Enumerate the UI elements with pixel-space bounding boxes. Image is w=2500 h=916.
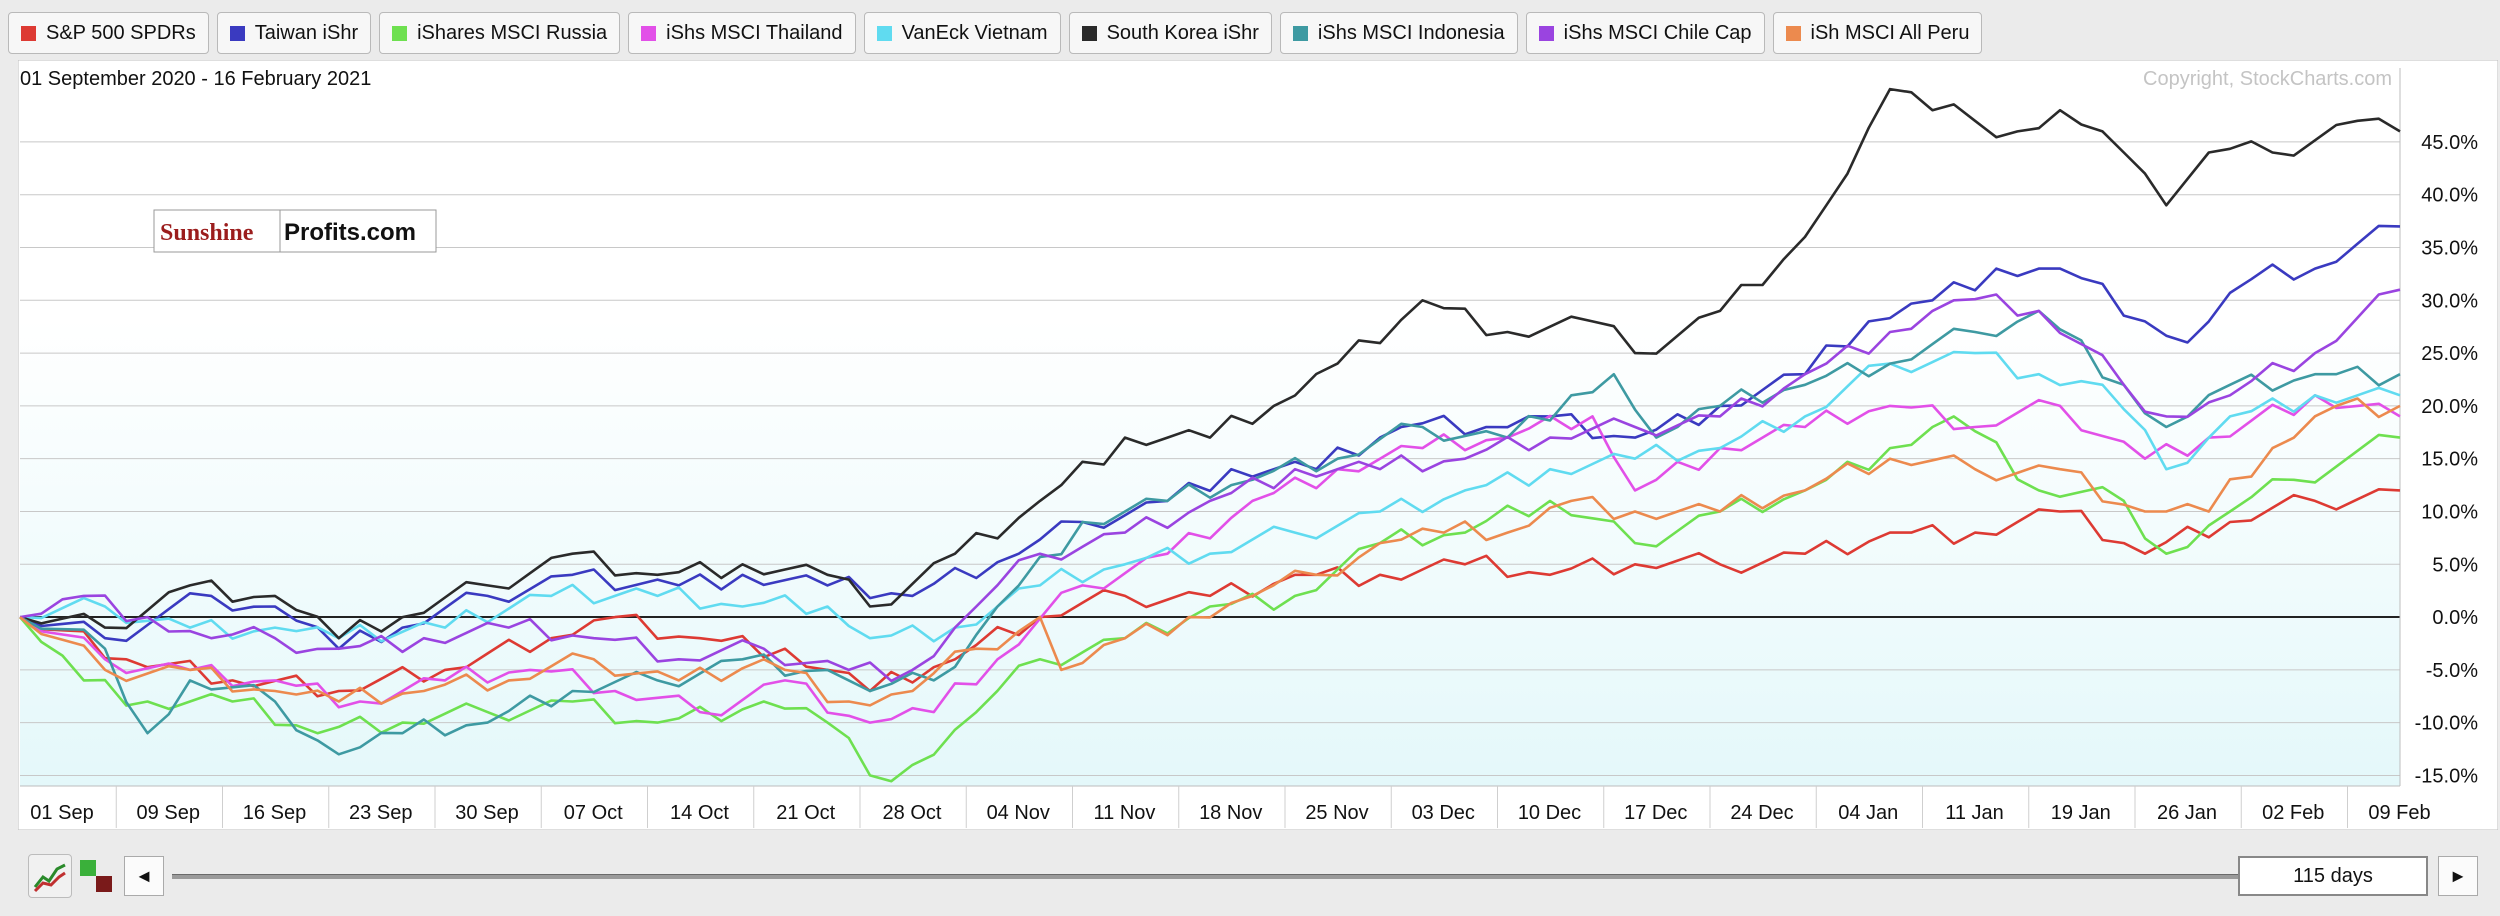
x-tick-label: 30 Sep — [455, 802, 518, 824]
x-tick-label: 04 Jan — [1838, 802, 1898, 824]
legend-swatch — [229, 25, 245, 41]
legend-label: iSh MSCI All Peru — [1810, 21, 1970, 44]
x-tick-label: 18 Nov — [1199, 802, 1262, 824]
series-line — [19, 309, 2401, 756]
y-tick-label: 45.0% — [2421, 132, 2478, 154]
x-tick-label: 14 Oct — [670, 802, 729, 824]
x-tick-label: 16 Sep — [243, 802, 306, 824]
logo-part1: Sunshine — [160, 220, 254, 246]
legend-item[interactable]: iShs MSCI Chile Cap — [1525, 12, 1765, 54]
legend-item[interactable]: iShs MSCI Thailand — [628, 12, 856, 54]
series-line — [19, 350, 2401, 643]
legend-swatch — [392, 25, 408, 41]
legend-bar: S&P 500 SPDRs Taiwan iShr iShares MSCI Rus… — [8, 12, 1983, 62]
x-tick-label: 09 Feb — [2368, 802, 2430, 824]
legend-label: South Korea iShr — [1106, 21, 1259, 44]
logo-part2: Profits.com — [284, 219, 416, 246]
series-lines — [19, 87, 2401, 783]
y-tick-label: 15.0% — [2421, 449, 2478, 471]
x-tick-label: 09 Sep — [137, 802, 200, 824]
x-tick-label: 04 Nov — [987, 802, 1050, 824]
x-tick-label: 07 Oct — [564, 802, 623, 824]
series-line — [19, 393, 2401, 724]
line-chart-icon[interactable] — [28, 854, 72, 898]
x-tick-label: 11 Nov — [1094, 802, 1156, 824]
legend-item[interactable]: iSh MSCI All Peru — [1772, 12, 1983, 54]
x-tick-label: 26 Jan — [2157, 802, 2217, 824]
x-tick-label: 25 Nov — [1305, 802, 1368, 824]
legend-swatch — [1292, 25, 1308, 41]
legend-label: Taiwan iShr — [254, 21, 359, 44]
legend-swatch — [1538, 25, 1554, 41]
y-tick-label: 20.0% — [2421, 396, 2478, 418]
legend-label: VanEck Vietnam — [901, 21, 1048, 44]
x-tick-label: 17 Dec — [1624, 802, 1687, 824]
series-line — [19, 397, 2401, 707]
legend-swatch — [876, 25, 892, 41]
sunshine-profits-logo: Sunshine Profits.com — [153, 209, 437, 253]
x-tick-label: 03 Dec — [1412, 802, 1475, 824]
y-tick-label: 10.0% — [2421, 501, 2478, 523]
scroll-track[interactable] — [172, 874, 2240, 879]
y-axis-ticks: -15.0% -10.0% -5.0% 0.0% 5.0% 10.0% 15.0% 20.0%… — [2415, 132, 2479, 788]
legend-label: iShs MSCI Indonesia — [1317, 21, 1505, 44]
chart-title: 01 September 2020 - 16 February 2021 — [20, 68, 371, 90]
y-tick-label: -15.0% — [2415, 765, 2479, 787]
scroll-left-button[interactable]: ◄ — [124, 856, 164, 896]
x-tick-label: 19 Jan — [2051, 802, 2111, 824]
x-tick-label: 21 Oct — [776, 802, 835, 824]
legend-item[interactable]: VanEck Vietnam — [863, 12, 1061, 54]
x-axis-ticks: 01 Sep 09 Sep 16 Sep 23 Sep 30 Sep 07 Oct 14 O… — [30, 802, 2430, 824]
y-tick-label: 35.0% — [2421, 238, 2478, 260]
y-tick-label: -10.0% — [2415, 713, 2479, 735]
legend-label: S&P 500 SPDRs — [46, 21, 196, 44]
scroll-bar: ◄ 115 days ► — [0, 850, 2500, 910]
scroll-right-button[interactable]: ► — [2438, 856, 2478, 896]
y-tick-label: 0.0% — [2432, 607, 2478, 629]
legend-item[interactable]: Taiwan iShr — [216, 12, 372, 54]
days-range-field[interactable]: 115 days — [2238, 856, 2428, 896]
legend-label: iShares MSCI Russia — [417, 21, 608, 44]
copyright-text: Copyright, StockCharts.com — [2143, 68, 2392, 90]
series-line — [19, 487, 2401, 698]
legend-item[interactable]: iShares MSCI Russia — [379, 12, 621, 54]
chart-plot: -15.0% -10.0% -5.0% 0.0% 5.0% 10.0% 15.0% 20.0%… — [18, 60, 2498, 830]
x-tick-label: 02 Feb — [2262, 802, 2324, 824]
series-line — [19, 288, 2401, 683]
legend-swatch — [21, 25, 36, 41]
legend-item[interactable]: S&P 500 SPDRs — [8, 12, 209, 54]
x-tick-label: 11 Jan — [1945, 802, 2004, 824]
x-tick-label: 01 Sep — [30, 802, 93, 824]
relative-strength-icon[interactable] — [76, 854, 120, 898]
legend-swatch — [1081, 25, 1097, 41]
x-tick-label: 24 Dec — [1730, 802, 1793, 824]
y-tick-label: 30.0% — [2421, 290, 2478, 312]
y-tick-label: 40.0% — [2421, 185, 2478, 207]
legend-item[interactable]: South Korea iShr — [1068, 12, 1272, 54]
x-tick-label: 10 Dec — [1518, 802, 1581, 824]
legend-label: iShs MSCI Thailand — [666, 21, 843, 44]
series-line — [19, 87, 2401, 640]
legend-swatch — [641, 25, 657, 41]
legend-item[interactable]: iShs MSCI Indonesia — [1279, 12, 1518, 54]
legend-label: iShs MSCI Chile Cap — [1563, 21, 1752, 44]
y-tick-label: 25.0% — [2421, 343, 2478, 365]
legend-swatch — [1785, 25, 1801, 41]
y-tick-label: 5.0% — [2432, 554, 2478, 576]
y-tick-label: -5.0% — [2426, 660, 2478, 682]
x-tick-label: 23 Sep — [349, 802, 412, 824]
x-tick-label: 28 Oct — [883, 802, 942, 824]
